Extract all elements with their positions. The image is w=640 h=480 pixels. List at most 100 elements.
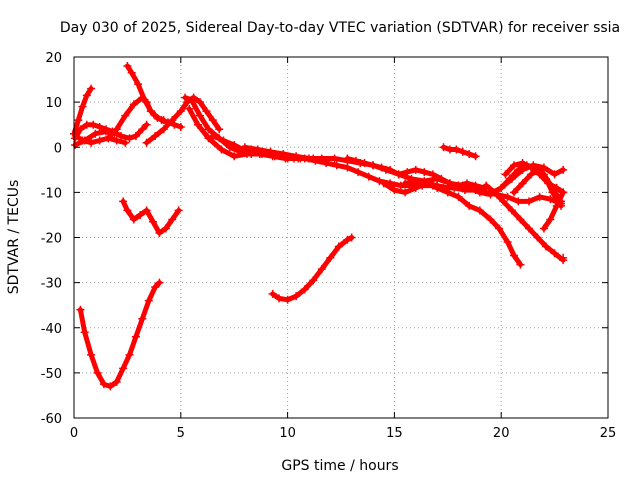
data-point	[72, 131, 81, 140]
data-point	[401, 188, 410, 197]
data-point	[149, 217, 158, 226]
data-point	[411, 177, 420, 186]
data-point	[510, 251, 519, 260]
data-point	[546, 215, 555, 224]
data-point	[129, 100, 138, 109]
data-point	[364, 172, 373, 181]
data-point	[144, 296, 153, 305]
data-point	[138, 125, 147, 134]
data-point	[379, 179, 388, 188]
data-point	[428, 170, 437, 179]
data-point	[522, 161, 531, 170]
data-point	[317, 154, 326, 163]
x-axis-label: GPS time / hours	[281, 458, 398, 474]
data-point	[146, 107, 155, 116]
data-point	[155, 278, 164, 287]
data-point	[131, 131, 140, 140]
data-point	[317, 265, 326, 274]
y-tick-label: 20	[45, 51, 62, 66]
series-arc-f	[76, 278, 164, 391]
y-tick-label: -40	[41, 322, 62, 337]
data-point	[95, 122, 104, 131]
data-point	[230, 152, 239, 161]
data-point	[181, 93, 190, 102]
data-point	[542, 174, 551, 183]
data-point	[93, 368, 102, 377]
data-point	[268, 289, 277, 298]
y-tick-label: 0	[54, 141, 62, 156]
data-point	[403, 168, 412, 177]
data-point	[458, 147, 467, 156]
data-point	[240, 143, 249, 152]
series-arc-q	[510, 165, 566, 210]
data-point	[253, 145, 262, 154]
data-point	[153, 113, 162, 122]
data-point	[196, 98, 205, 107]
data-point	[87, 350, 96, 359]
data-point	[176, 122, 185, 131]
data-point	[475, 206, 484, 215]
data-point	[559, 188, 568, 197]
data-point	[134, 80, 143, 89]
data-point	[219, 136, 228, 145]
data-point	[343, 154, 352, 163]
data-point	[123, 62, 132, 71]
data-point	[204, 125, 213, 134]
series-layer	[70, 62, 568, 391]
data-point	[510, 161, 519, 170]
data-point	[87, 84, 96, 93]
data-point	[454, 192, 463, 201]
series-arc-r	[539, 188, 568, 233]
data-point	[300, 285, 309, 294]
data-point	[332, 161, 341, 170]
data-point	[546, 195, 555, 204]
data-point	[386, 165, 395, 174]
data-point	[394, 170, 403, 179]
data-point	[516, 260, 525, 269]
data-point	[80, 328, 89, 337]
data-point	[125, 350, 134, 359]
data-point	[503, 192, 512, 201]
data-point	[279, 150, 288, 159]
data-point	[548, 188, 557, 197]
data-point	[174, 206, 183, 215]
data-point	[550, 170, 559, 179]
tick-layer: 0 5 10 15 20 25 -60 -50 -40 -30 -20 -10 0 10 20	[41, 51, 617, 441]
x-tick-label: 15	[386, 426, 403, 441]
data-point	[539, 224, 548, 233]
data-point	[411, 183, 420, 192]
data-point	[102, 127, 111, 136]
data-point	[505, 174, 514, 183]
data-point	[283, 295, 292, 304]
data-point	[443, 188, 452, 197]
data-point	[176, 107, 185, 116]
data-point	[510, 188, 519, 197]
data-point	[266, 147, 275, 156]
data-point	[422, 179, 431, 188]
data-point	[401, 179, 410, 188]
data-point	[377, 163, 386, 172]
data-point	[89, 120, 98, 129]
data-point	[131, 332, 140, 341]
data-point	[514, 197, 523, 206]
data-point	[552, 201, 561, 210]
data-point	[202, 107, 211, 116]
data-point	[99, 380, 108, 389]
data-point	[142, 120, 151, 129]
series-arc-c	[123, 62, 168, 125]
y-tick-label: -30	[41, 277, 62, 292]
data-point	[334, 242, 343, 251]
x-tick-label: 10	[279, 426, 296, 441]
series-arc-t	[268, 233, 356, 304]
series-trace	[541, 189, 566, 231]
data-point	[151, 131, 160, 140]
data-point	[465, 201, 474, 210]
data-point	[309, 276, 318, 285]
data-point	[486, 215, 495, 224]
data-point	[142, 206, 151, 215]
data-point	[112, 377, 121, 386]
series-arc-m	[401, 177, 525, 269]
data-point	[330, 154, 339, 163]
data-point	[396, 181, 405, 190]
